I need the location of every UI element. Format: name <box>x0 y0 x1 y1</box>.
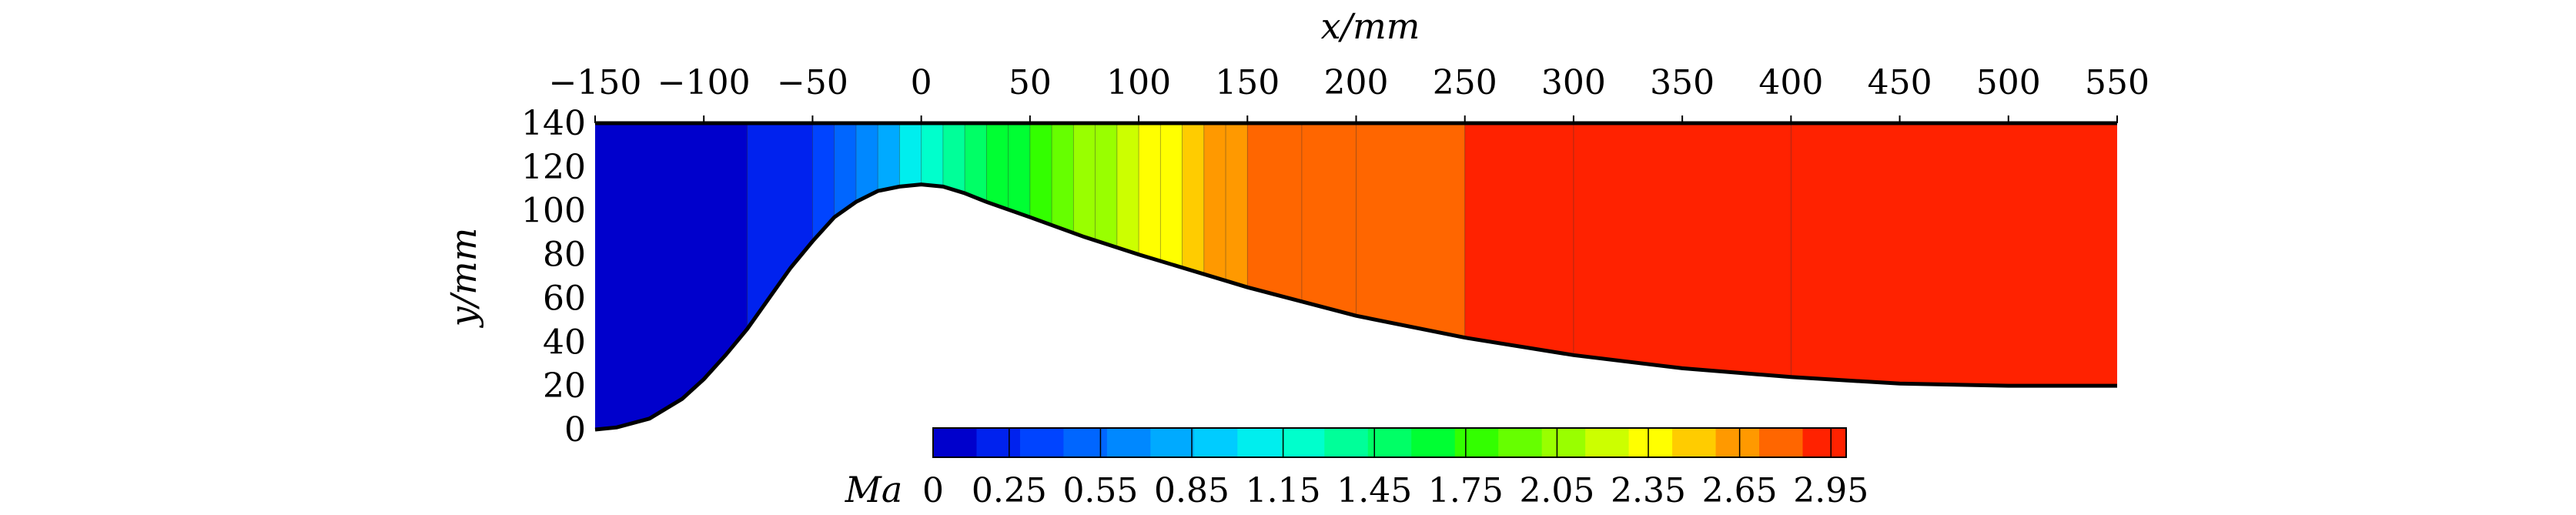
contour-band <box>1139 123 1161 430</box>
contour-band <box>1301 123 1357 430</box>
colorbar-swatch <box>1019 428 1065 457</box>
contour-band <box>1226 123 1248 430</box>
y-tick-label: 40 <box>543 323 586 362</box>
contour-band <box>1052 123 1074 430</box>
colorbar-swatch <box>1672 428 1717 457</box>
colorbar-swatch <box>1237 428 1282 457</box>
contour-band <box>921 123 944 430</box>
colorbar-tick-label: 1.15 <box>1246 471 1321 510</box>
x-tick-label: 0 <box>911 63 932 102</box>
colorbar-swatch <box>976 428 1021 457</box>
colorbar-tick-label: 0 <box>922 471 944 510</box>
colorbar-swatch <box>1411 428 1456 457</box>
contour-band <box>1160 123 1183 430</box>
colorbar-swatch <box>1280 428 1325 457</box>
x-tick-label: 250 <box>1433 63 1497 102</box>
contour-band <box>878 123 900 430</box>
x-axis-title: x/mm <box>1321 5 1420 47</box>
y-axis-ticks: 020 40 60 80 100 120 140 <box>521 104 603 450</box>
y-tick-label: 120 <box>521 148 586 187</box>
contour-band <box>1116 123 1139 430</box>
contour-band <box>1247 123 1303 430</box>
colorbar-tick-label: 0.55 <box>1062 471 1138 510</box>
colorbar-swatch <box>1628 428 1673 457</box>
colorbar-tick-label: 2.65 <box>1702 471 1778 510</box>
contour-band <box>942 123 965 430</box>
contour-band <box>855 123 878 430</box>
colorbar-swatch <box>933 428 978 457</box>
contour-band <box>986 123 1009 430</box>
contour-band <box>1073 123 1096 430</box>
x-tick-label: 150 <box>1215 63 1280 102</box>
contour-band <box>965 123 987 430</box>
contour-band <box>747 123 814 430</box>
x-tick-label: 550 <box>2085 63 2149 102</box>
colorbar-swatch <box>1585 428 1630 457</box>
contour-band <box>595 123 748 430</box>
colorbar-tick-label: 0.85 <box>1154 471 1229 510</box>
contour-band <box>1356 123 1466 430</box>
x-tick-label: 400 <box>1758 63 1823 102</box>
y-tick-label: 60 <box>543 279 586 318</box>
colorbar-tick-label: 1.75 <box>1428 471 1504 510</box>
colorbar-swatch <box>1802 428 1847 457</box>
colorbar-swatch <box>1454 428 1499 457</box>
contour-band <box>1029 123 1052 430</box>
x-tick-label: 100 <box>1106 63 1171 102</box>
colorbar-swatch <box>1715 428 1760 457</box>
contour-band <box>1008 123 1031 430</box>
y-tick-label: 100 <box>521 192 586 231</box>
colorbar-tick-label: 2.35 <box>1611 471 1686 510</box>
x-tick-label: 300 <box>1541 63 1606 102</box>
contour-band <box>1182 123 1205 430</box>
colorbar <box>932 427 1847 458</box>
x-axis-ticks: −150 −100 −50 0 50 100 150 200 250 300 350 400 450 50… <box>549 63 2149 123</box>
x-tick-label: −150 <box>549 63 642 102</box>
colorbar-tick-label: 0.25 <box>972 471 1047 510</box>
x-tick-label: 350 <box>1650 63 1715 102</box>
contour-band <box>1464 123 1574 430</box>
colorbar-swatch <box>1541 428 1586 457</box>
lower-wall <box>594 182 2117 432</box>
x-tick-label: 50 <box>1009 63 1052 102</box>
y-tick-label: 140 <box>521 104 586 143</box>
y-tick-label: 20 <box>543 366 586 406</box>
colorbar-tick-label: 2.05 <box>1519 471 1594 510</box>
colorbar-swatch <box>1498 428 1543 457</box>
y-tick-label: 0 <box>564 410 586 450</box>
x-tick-label: 450 <box>1868 63 1932 102</box>
colorbar-ticks: 0 0.25 0.55 0.85 1.15 1.45 1.75 2.05 2.35 2.65 2.9… <box>922 428 1868 510</box>
colorbar-swatch <box>1150 428 1195 457</box>
y-axis-title: y/mm <box>443 228 484 329</box>
colorbar-swatch <box>1367 428 1412 457</box>
contour-band <box>1095 123 1118 430</box>
x-tick-label: −50 <box>777 63 848 102</box>
x-tick-label: 200 <box>1324 63 1389 102</box>
x-tick-label: −100 <box>657 63 751 102</box>
colorbar-swatch <box>1106 428 1151 457</box>
contour-band <box>899 123 922 430</box>
colorbar-swatch <box>1193 428 1238 457</box>
colorbar-swatch <box>1759 428 1804 457</box>
contour-band <box>834 123 857 430</box>
x-tick-label: 500 <box>1976 63 2041 102</box>
contour-band <box>812 123 835 430</box>
contour-band <box>1573 123 1791 430</box>
colorbar-swatch <box>1324 428 1369 457</box>
colorbar-tick-label: 2.95 <box>1793 471 1868 510</box>
y-tick-label: 80 <box>543 236 586 275</box>
colorbar-label: Ma <box>845 469 903 510</box>
colorbar-tick-label: 1.45 <box>1337 471 1412 510</box>
